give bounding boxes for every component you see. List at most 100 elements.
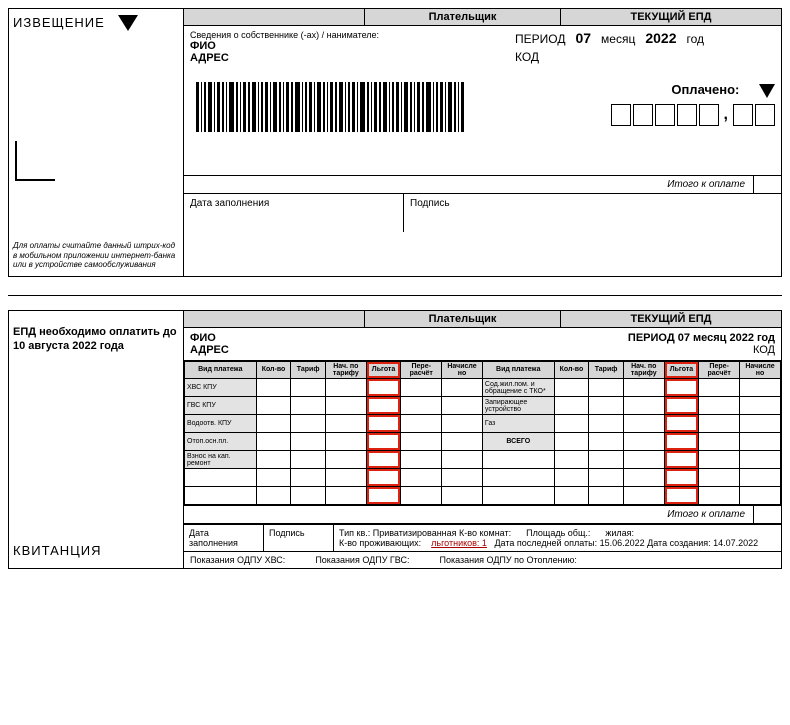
table-cell [664,469,699,487]
table-cell [740,415,781,433]
receipt-title: КВИТАНЦИЯ [13,543,102,558]
fill-date-label: Дата заполнения [184,194,404,232]
paid-amount-boxes: , [515,104,775,126]
digit-box[interactable] [677,104,697,126]
table-cell [325,415,366,433]
table-header-row: Вид платежа Кол-во Тариф Нач. по тарифу … [185,361,781,379]
table-cell [623,469,664,487]
table-cell [699,433,740,451]
meter-heat: Показания ОДПУ по Отоплению: [440,555,577,565]
table-cell [589,415,624,433]
corner-mark [15,141,55,181]
footer-sig: Подпись [264,525,334,551]
table-row: Взнос на кап. ремонт [185,451,781,469]
receipt-right-column: Плательщик ТЕКУЩИЙ ЕПД ФИО АДРЕС ПЕРИОД … [184,311,781,569]
table-cell: Сод.жил.пом. и обращение с ТКО* [482,379,554,397]
header-payer: Плательщик [364,9,561,25]
footer-line2c: Дата последней оплаты: 15.06.2022 Дата с… [494,538,758,548]
triangle-down-icon [118,15,138,31]
table-cell [442,451,483,469]
header-row-2: Плательщик ТЕКУЩИЙ ЕПД [184,311,781,328]
table-cell [256,415,291,433]
col-type-2: Вид платежа [482,361,554,379]
total-row: Итого к оплате [184,176,781,194]
table-cell [664,379,699,397]
table-cell [366,469,401,487]
table-cell [325,487,366,505]
table-cell [482,487,554,505]
table-cell [401,379,442,397]
meter-gvs: Показания ОДПУ ГВС: [315,555,409,565]
table-cell [256,469,291,487]
col-by-tariff: Нач. по тарифу [325,361,366,379]
notice-section: ИЗВЕЩЕНИЕ Для оплаты считайте данный штр… [8,8,782,277]
digit-box[interactable] [611,104,631,126]
triangle-down-icon [759,84,775,98]
table-cell [366,451,401,469]
period-month-lbl: месяц [601,32,635,46]
table-cell [554,451,589,469]
table-cell [664,397,699,415]
table-cell [623,415,664,433]
col-qty: Кол-во [256,361,291,379]
digit-box[interactable] [755,104,775,126]
digit-box[interactable] [699,104,719,126]
footer-block: Дата заполнения Подпись Тип кв.: Привати… [184,524,781,568]
digit-box[interactable] [655,104,675,126]
col-benefit-2: Льгота [664,361,699,379]
table-cell [185,469,257,487]
meters-row: Показания ОДПУ ХВС: Показания ОДПУ ГВС: … [184,551,781,568]
table-cell [740,469,781,487]
table-cell [291,487,326,505]
table-cell [623,487,664,505]
table-cell [366,397,401,415]
period-code: КОД [515,50,539,64]
table-cell [589,379,624,397]
period-month-num: 07 [575,30,591,46]
table-cell [740,397,781,415]
period-year: 2022 [645,30,676,46]
total-label: Итого к оплате [184,176,753,193]
table-cell [366,379,401,397]
table-row [185,487,781,505]
col-tariff-2: Тариф [589,361,624,379]
meter-hvs: Показания ОДПУ ХВС: [190,555,285,565]
table-cell [623,379,664,397]
footer-beneficiaries: льготников: 1 [431,538,487,548]
table-cell [664,433,699,451]
receipt-left-column: ЕПД необходимо оплатить до 10 августа 20… [9,311,184,569]
table-cell [291,415,326,433]
table-cell [401,451,442,469]
notice-title: ИЗВЕЩЕНИЕ [13,15,105,30]
owner-block: Сведения о собственнике (-ах) / нанимате… [184,26,781,176]
table-cell [740,379,781,397]
table-row: Отоп.осн.пл.ВСЕГО [185,433,781,451]
table-cell [256,451,291,469]
total-box [753,176,781,193]
table-cell [325,451,366,469]
table-cell [291,379,326,397]
table-cell [401,415,442,433]
table-cell [699,469,740,487]
period-label: ПЕРИОД [515,32,565,46]
col-charged: Начисле но [442,361,483,379]
table-cell [366,415,401,433]
table-cell [699,397,740,415]
table-cell [623,451,664,469]
col-recalc: Пере-расчёт [401,361,442,379]
col-qty-2: Кол-во [554,361,589,379]
table-cell [554,379,589,397]
total-box-2 [753,506,781,523]
table-cell [589,451,624,469]
table-cell [589,469,624,487]
table-row: ХВС КПУСод.жил.пом. и обращение с ТКО* [185,379,781,397]
header-current: ТЕКУЩИЙ ЕПД [561,9,781,25]
signature-row: Дата заполнения Подпись [184,194,781,232]
digit-box[interactable] [633,104,653,126]
digit-box[interactable] [733,104,753,126]
table-cell: ГВС КПУ [185,397,257,415]
table-cell [325,379,366,397]
table-cell [442,487,483,505]
total-row-2: Итого к оплате [184,505,781,524]
col-recalc-2: Пере-расчёт [699,361,740,379]
